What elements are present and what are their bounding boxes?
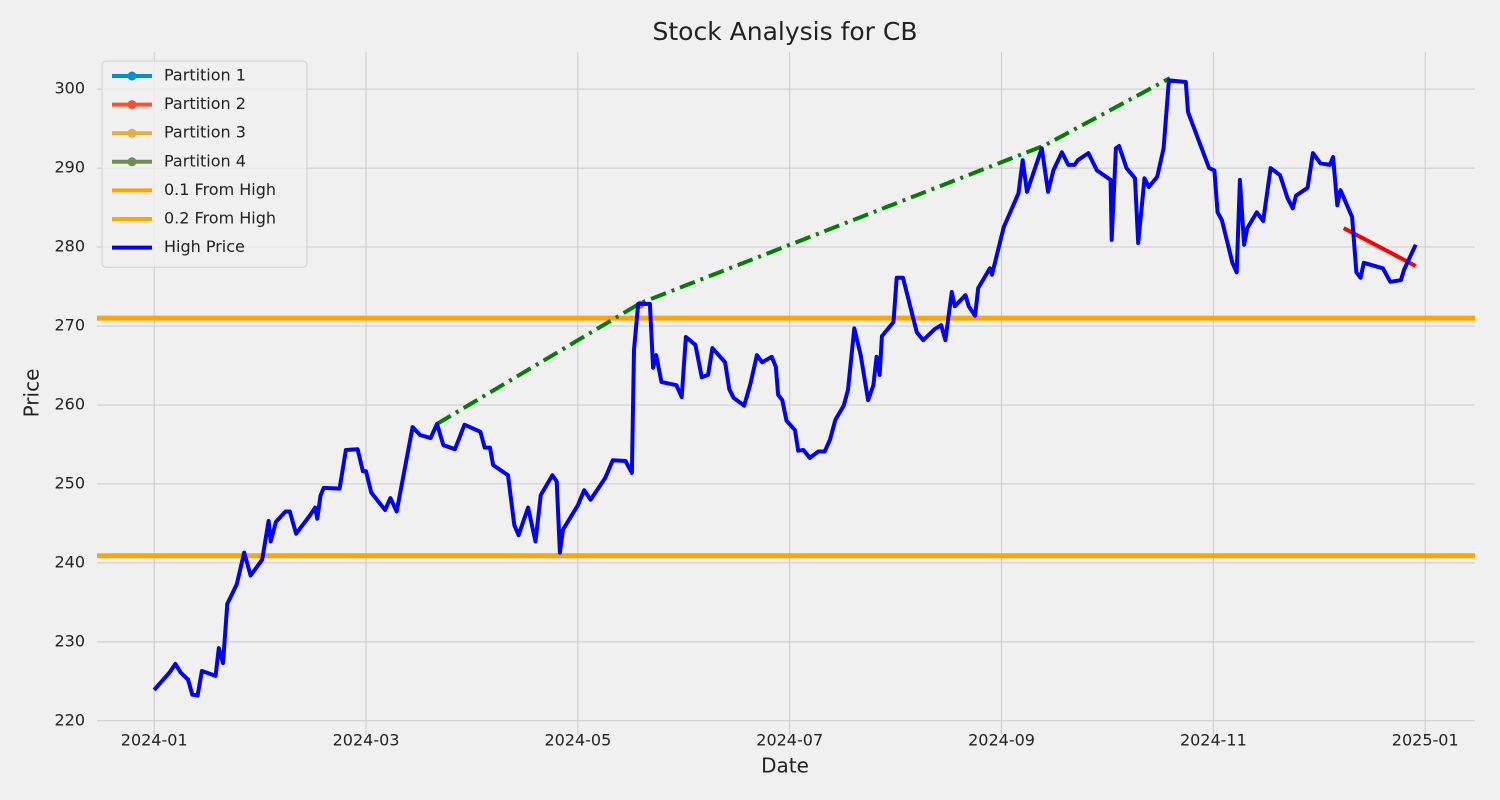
y-tick-label: 220 (54, 710, 85, 729)
x-tick-label: 2024-07 (756, 731, 823, 750)
x-tick-label: 2024-09 (968, 731, 1035, 750)
y-axis-label: Price (20, 369, 44, 418)
y-tick-label: 260 (54, 394, 85, 413)
x-axis-label: Date (761, 754, 809, 778)
x-tick-label: 2025-01 (1392, 731, 1459, 750)
y-tick-label: 240 (54, 552, 85, 571)
plot (97, 76, 1475, 698)
legend-label: Partition 2 (164, 94, 246, 113)
legend-marker (127, 71, 137, 81)
legend-marker (127, 157, 137, 167)
legend-label: Partition 1 (164, 66, 246, 85)
x-tick-label: 2024-03 (333, 731, 400, 750)
legend-box (101, 60, 308, 268)
x-tick-label: 2024-11 (1180, 731, 1247, 750)
y-tick-label: 290 (54, 158, 85, 177)
y-tick-label: 280 (54, 237, 85, 256)
x-tick-label: 2024-05 (544, 731, 611, 750)
legend-label: 0.1 From High (164, 180, 276, 199)
legend-label: 0.2 From High (164, 209, 276, 228)
x-tick-label: 2024-01 (121, 731, 188, 750)
y-tick-label: 250 (54, 473, 85, 492)
price-line (152, 78, 1418, 698)
legend-marker (127, 128, 137, 138)
y-tick-label: 230 (54, 631, 85, 650)
y-tick-label: 300 (54, 79, 85, 98)
grid: 220 230 240 250 260 270 280 290 300 2024-01 2024-0… (54, 52, 1475, 750)
y-tick-label: 270 (54, 315, 85, 334)
legend-label: Partition 3 (164, 123, 246, 142)
legend: Partition 1 Partition 2 Partition 3 Partiti… (101, 60, 308, 268)
legend-label: High Price (164, 237, 245, 256)
legend-label: Partition 4 (164, 151, 246, 170)
chart-title: Stock Analysis for CB (652, 17, 917, 46)
legend-marker (127, 100, 137, 110)
trend-line (1342, 226, 1417, 268)
